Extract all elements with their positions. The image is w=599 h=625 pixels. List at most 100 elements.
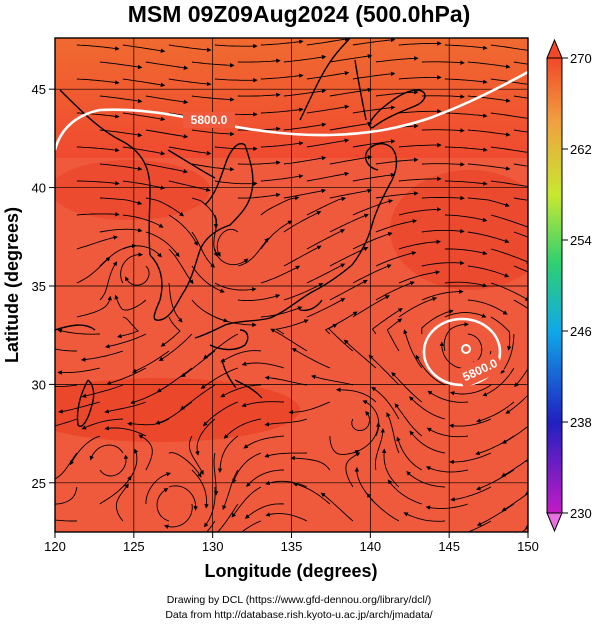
streamline	[220, 384, 261, 398]
streamline	[260, 107, 304, 114]
streamline	[99, 61, 143, 70]
streamline	[214, 180, 258, 186]
contour-5800-low	[422, 317, 502, 387]
streamline	[55, 418, 78, 427]
streamline	[560, 198, 599, 206]
streamline	[386, 318, 403, 352]
map-title: MSM 09Z09Aug2024 (500.0hPa)	[128, 1, 471, 27]
streamline	[476, 401, 515, 423]
streamline	[444, 248, 488, 256]
streamline	[145, 95, 189, 105]
streamline	[145, 129, 189, 139]
streamline	[398, 270, 441, 284]
streamline	[449, 452, 492, 465]
streamline	[329, 87, 373, 97]
streamline	[386, 412, 400, 454]
streamline	[237, 160, 281, 165]
streamline	[403, 329, 423, 369]
streamline	[222, 469, 239, 511]
streamline	[203, 486, 216, 528]
streamline	[425, 503, 469, 510]
streamline	[560, 96, 599, 100]
streamline	[283, 122, 327, 131]
streamline	[237, 192, 281, 199]
streamline	[117, 316, 139, 339]
streamline	[270, 328, 308, 352]
streamline	[374, 428, 386, 471]
streamline	[76, 44, 120, 51]
streamline	[283, 155, 327, 165]
streamline	[283, 211, 322, 233]
streamline	[352, 264, 392, 284]
streamline	[444, 44, 488, 51]
y-tick-label: 25	[32, 476, 46, 491]
streamline	[391, 371, 423, 403]
warm-patch-west	[55, 160, 210, 220]
y-tick-label: 45	[32, 82, 46, 97]
streamline	[490, 180, 528, 188]
streamline	[105, 333, 147, 349]
streamline	[168, 146, 212, 156]
streamline	[231, 486, 262, 518]
streamline	[264, 418, 308, 427]
streamline	[81, 350, 124, 362]
streamline	[57, 328, 100, 335]
streamline	[514, 367, 528, 388]
streamline	[214, 77, 258, 83]
streamline	[475, 469, 515, 491]
streamline	[329, 188, 373, 199]
streamline	[264, 452, 307, 458]
streamline	[283, 54, 327, 63]
streamline	[168, 78, 212, 87]
streamline	[99, 163, 143, 171]
streamline	[398, 142, 442, 148]
streamline	[327, 323, 354, 352]
streamline	[168, 248, 194, 285]
x-tick-label: 130	[202, 539, 224, 554]
streamline	[55, 486, 78, 505]
streamline	[76, 180, 120, 186]
streamline	[206, 520, 216, 532]
streamline	[260, 265, 301, 284]
streamline	[352, 139, 396, 148]
streamline	[274, 319, 309, 335]
x-tick-label: 140	[359, 539, 381, 554]
streamline	[450, 486, 492, 502]
streamline	[76, 256, 111, 284]
streamline	[467, 163, 511, 171]
streamline	[260, 39, 304, 46]
streamline	[164, 503, 193, 529]
streamline	[76, 78, 120, 85]
colorbar-min-arrow	[546, 512, 563, 533]
contour-label-bg-north	[183, 112, 235, 128]
streamline	[76, 295, 112, 318]
streamline	[191, 197, 219, 229]
streamline	[306, 70, 350, 80]
streamline	[264, 375, 307, 386]
streamline	[381, 448, 400, 488]
streamline	[375, 218, 418, 233]
streamline	[329, 279, 368, 301]
streamline	[122, 112, 166, 122]
streamline	[217, 503, 239, 532]
streamline	[467, 95, 511, 103]
streamline	[398, 239, 441, 250]
streamline	[398, 75, 442, 80]
coastlines	[55, 38, 426, 427]
streamline	[214, 43, 258, 49]
streamline	[560, 130, 599, 134]
streamline	[191, 265, 225, 293]
streamline	[403, 512, 445, 522]
streamline	[130, 384, 170, 405]
streamline	[398, 109, 442, 114]
streamline	[421, 260, 465, 267]
streamline	[58, 401, 101, 414]
streamline	[490, 316, 512, 351]
streamline	[168, 180, 211, 192]
streamline	[99, 227, 143, 233]
streamline	[195, 418, 216, 456]
streamline	[329, 121, 373, 131]
streamline	[213, 452, 219, 496]
credit-drawing: Drawing by DCL (https://www.gfd-dennou.o…	[167, 594, 432, 606]
